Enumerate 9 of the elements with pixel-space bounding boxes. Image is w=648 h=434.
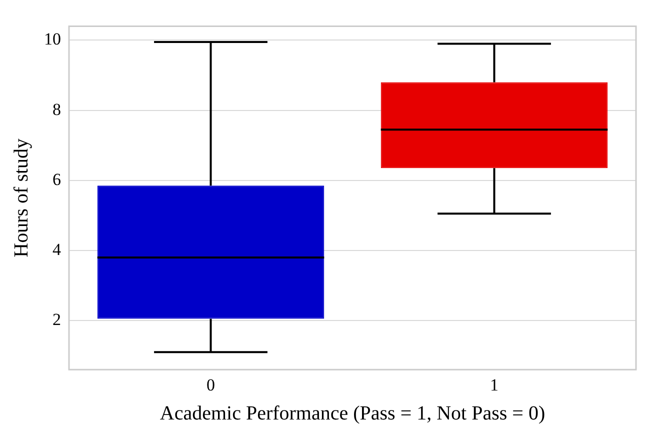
y-tick-label: 8 (52, 100, 61, 119)
y-tick-label: 2 (52, 310, 61, 330)
y-tick-label: 10 (44, 30, 61, 49)
y-axis-title: Hours of study (10, 138, 32, 258)
x-tick-label: 1 (490, 375, 498, 394)
y-tick-label: 4 (52, 240, 62, 259)
x-axis-title: Academic Performance (Pass = 1, Not Pass = 0) (160, 402, 546, 424)
x-tick-label: 0 (206, 375, 215, 394)
y-tick-label: 6 (52, 170, 61, 189)
